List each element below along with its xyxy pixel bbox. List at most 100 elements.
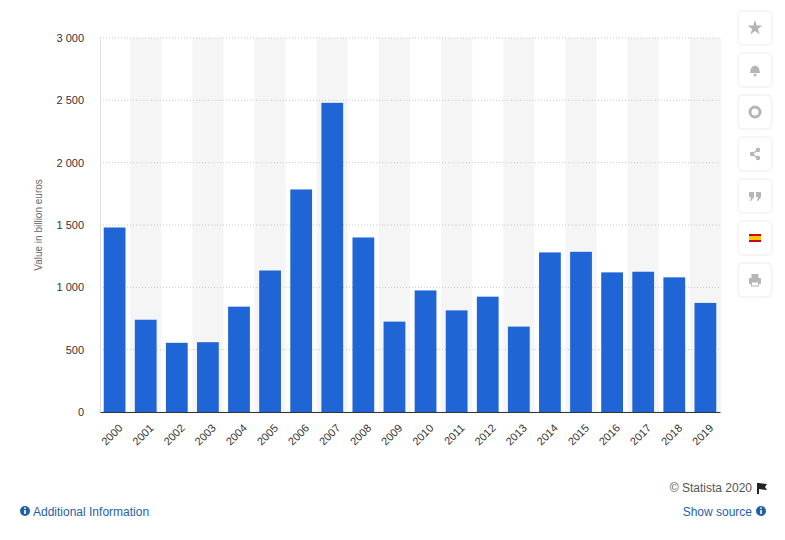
info-icon[interactable] bbox=[20, 506, 30, 516]
toolbar-button[interactable] bbox=[738, 53, 772, 87]
y-tick: 0 bbox=[78, 406, 100, 418]
x-tick-label: 2007 bbox=[317, 422, 343, 448]
x-tick-label: 2003 bbox=[192, 422, 218, 448]
x-tick: 2007 bbox=[317, 412, 343, 447]
y-axis-title: Value in billion euros bbox=[33, 179, 44, 271]
x-tick: 2012 bbox=[472, 412, 498, 447]
y-axis: 0 500 1 000 1 500 2 000 2 500 3 000 bbox=[56, 32, 100, 418]
x-tick-label: 2017 bbox=[628, 422, 654, 448]
grid-line bbox=[100, 100, 720, 101]
bar bbox=[508, 327, 530, 412]
y-tick-label: 3 000 bbox=[56, 32, 84, 44]
bar bbox=[166, 343, 188, 412]
bar bbox=[384, 322, 406, 412]
copyright: © Statista 2020 bbox=[670, 481, 753, 495]
x-tick-label: 2010 bbox=[410, 422, 436, 448]
x-tick-label: 2014 bbox=[534, 422, 560, 448]
grid-line bbox=[100, 225, 720, 226]
x-axis-line bbox=[101, 412, 721, 413]
toolbar-button[interactable] bbox=[738, 11, 772, 45]
y-tick: 1 500 bbox=[56, 219, 100, 231]
bar bbox=[290, 189, 312, 412]
x-axis: 2000200120022003200420052006200720082009… bbox=[99, 412, 721, 447]
bar bbox=[539, 252, 561, 412]
x-tick-label: 2018 bbox=[659, 422, 685, 448]
bar bbox=[663, 277, 685, 412]
bar bbox=[446, 310, 468, 412]
x-tick: 2016 bbox=[596, 412, 622, 447]
column-background bbox=[565, 38, 596, 412]
bar bbox=[259, 271, 281, 412]
bar bbox=[570, 252, 592, 412]
bar bbox=[321, 103, 343, 412]
bar bbox=[415, 290, 437, 412]
grid-line bbox=[100, 38, 720, 39]
y-tick: 500 bbox=[66, 344, 100, 356]
toolbar-button[interactable] bbox=[738, 137, 772, 171]
x-tick-label: 2015 bbox=[565, 422, 591, 448]
x-tick: 2004 bbox=[223, 412, 249, 447]
x-tick: 2018 bbox=[659, 412, 685, 447]
additional-information-link[interactable]: Additional Information bbox=[33, 505, 149, 519]
y-tick-label: 1 500 bbox=[56, 219, 84, 231]
show-source-link[interactable]: Show source bbox=[683, 505, 753, 519]
y-tick: 2 500 bbox=[56, 94, 100, 106]
toolbar-button[interactable] bbox=[738, 179, 772, 213]
x-tick: 2019 bbox=[690, 412, 716, 447]
bar bbox=[104, 227, 126, 412]
x-tick-label: 2004 bbox=[223, 422, 249, 448]
column-backgrounds bbox=[130, 38, 721, 412]
x-tick-label: 2009 bbox=[379, 422, 405, 448]
chart-root: 05001 0001 5002 0002 5003 00020002001200… bbox=[0, 0, 785, 540]
y-tick-label: 0 bbox=[78, 406, 84, 418]
bar bbox=[477, 297, 499, 412]
x-tick-label: 2005 bbox=[254, 422, 280, 448]
x-tick: 2010 bbox=[410, 412, 436, 447]
x-tick: 2006 bbox=[286, 412, 312, 447]
grid-line bbox=[100, 287, 720, 288]
x-tick: 2001 bbox=[130, 412, 156, 447]
x-tick: 2005 bbox=[254, 412, 280, 447]
x-tick-label: 2019 bbox=[690, 422, 716, 448]
x-tick-label: 2012 bbox=[472, 422, 498, 448]
bars bbox=[104, 103, 717, 412]
y-tick-label: 1 000 bbox=[56, 281, 84, 293]
y-tick-label: 500 bbox=[66, 344, 84, 356]
x-tick: 2014 bbox=[534, 412, 560, 447]
bar bbox=[601, 272, 623, 412]
x-tick: 2015 bbox=[565, 412, 591, 447]
x-tick-label: 2013 bbox=[503, 422, 529, 448]
x-tick-label: 2011 bbox=[442, 422, 467, 447]
toolbar-button[interactable] bbox=[738, 95, 772, 129]
toolbar-button[interactable] bbox=[738, 221, 772, 255]
x-tick: 2000 bbox=[99, 412, 125, 447]
x-tick-label: 2008 bbox=[348, 422, 374, 448]
x-tick: 2003 bbox=[192, 412, 218, 447]
column-background bbox=[192, 38, 223, 412]
bar bbox=[135, 320, 157, 412]
grid-line bbox=[100, 162, 720, 163]
grid bbox=[100, 38, 720, 412]
bar bbox=[197, 342, 219, 412]
x-tick-label: 2001 bbox=[130, 422, 156, 448]
toolbar-button[interactable] bbox=[738, 263, 772, 297]
bar bbox=[352, 237, 374, 412]
bar bbox=[228, 307, 250, 412]
bar bbox=[632, 272, 654, 412]
y-tick-label: 2 000 bbox=[56, 157, 84, 169]
grid-line bbox=[100, 412, 720, 413]
x-tick: 2002 bbox=[161, 412, 187, 447]
grid-line bbox=[100, 349, 720, 350]
x-tick-label: 2016 bbox=[596, 422, 622, 448]
x-tick: 2008 bbox=[348, 412, 374, 447]
y-tick: 3 000 bbox=[56, 32, 100, 44]
y-tick: 1 000 bbox=[56, 281, 100, 293]
flag-icon bbox=[757, 483, 767, 494]
y-tick-label: 2 500 bbox=[56, 94, 84, 106]
info-icon[interactable] bbox=[756, 506, 766, 516]
x-tick-label: 2002 bbox=[161, 422, 187, 448]
x-tick: 2013 bbox=[503, 412, 529, 447]
y-tick: 2 000 bbox=[56, 157, 100, 169]
x-tick: 2009 bbox=[379, 412, 405, 447]
x-tick-label: 2000 bbox=[99, 422, 125, 448]
